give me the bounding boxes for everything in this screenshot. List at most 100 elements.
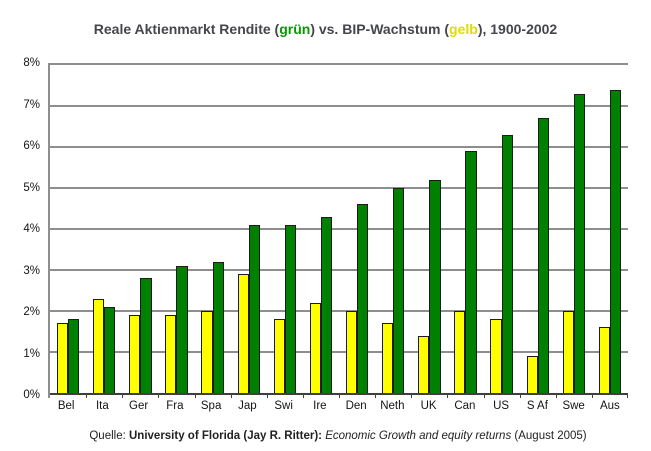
chart-title-green-word: grün: [279, 21, 311, 37]
gridline-5pct: [50, 187, 628, 189]
gridline-7pct: [50, 105, 628, 107]
y-axis-labels: 0% 1% 2% 3% 4% 5% 6% 7% 8%: [0, 57, 44, 401]
bar-green-can: [465, 151, 477, 393]
bar-group-swi: [267, 65, 303, 393]
x-axis-tick-7: [302, 393, 304, 398]
bar-yellow-aus: [598, 327, 610, 393]
bar-green-s-af: [537, 118, 549, 393]
bar-green-jap: [248, 224, 260, 393]
x-axis-tick-11: [447, 393, 449, 398]
x-axis-labels: Bel Ita Ger Fra Spa Jap Swi Ire Den Neth UK Can US S …: [48, 400, 628, 412]
bar-yellow-ger: [129, 315, 141, 393]
bar-group-ita: [86, 65, 122, 393]
bar-yellow-swe: [562, 311, 574, 393]
source-work-title: Economic Growth and equity returns: [325, 430, 512, 442]
bar-yellow-jap: [237, 274, 249, 393]
y-tick-label-6pct: 6%: [23, 140, 40, 152]
y-axis-extension: [48, 393, 50, 398]
bar-group-uk: [411, 65, 447, 393]
gridline-4pct: [50, 228, 628, 230]
x-tick-label-can: Can: [454, 400, 476, 412]
source-name: University of Florida (Jay R. Ritter):: [129, 430, 326, 442]
bar-group-s-af: [520, 65, 556, 393]
x-tick-label-ire: Ire: [313, 400, 327, 412]
x-tick-label-s-af: S Af: [526, 400, 548, 412]
bar-group-ger: [122, 65, 158, 393]
chart-title: Reale Aktienmarkt Rendite (grün) vs. BIP…: [0, 21, 651, 37]
bar-group-spa: [195, 65, 231, 393]
bar-yellow-fra: [165, 315, 177, 393]
y-tick-label-5pct: 5%: [23, 181, 40, 194]
y-tick-label-3pct: 3%: [23, 264, 40, 277]
x-tick-label-neth: Neth: [380, 400, 405, 412]
x-tick-label-jap: Jap: [238, 400, 257, 412]
bar-green-neth: [393, 188, 405, 393]
x-tick-label-fra: Fra: [166, 400, 184, 412]
x-axis-tick-16: [627, 393, 628, 398]
x-axis-tick-2: [122, 393, 124, 398]
chart-title-part3: ), 1900-2002: [477, 21, 558, 37]
x-tick-label-aus: Aus: [599, 400, 620, 412]
bar-green-swi: [284, 224, 296, 393]
bar-yellow-swi: [273, 319, 285, 393]
x-tick-label-den: Den: [345, 400, 367, 412]
x-axis-tick-4: [194, 393, 196, 398]
x-axis-tick-13: [519, 393, 521, 398]
bar-yellow-can: [454, 311, 466, 393]
bar-green-spa: [212, 261, 224, 393]
chart-title-part1: Reale Aktienmarkt Rendite (: [93, 21, 280, 37]
bar-group-neth: [375, 65, 411, 393]
x-axis-tick-10: [411, 393, 413, 398]
bar-green-bel: [68, 319, 80, 393]
x-axis-tick-14: [555, 393, 557, 398]
bar-green-ire: [320, 216, 333, 393]
x-tick-label-ger: Ger: [129, 400, 149, 412]
x-tick-label-bel: Bel: [57, 400, 75, 412]
y-tick-label-8pct: 8%: [23, 57, 40, 69]
source-note: Quelle: University of Florida (Jay R. Ri…: [48, 430, 628, 442]
gridline-2pct: [50, 310, 628, 312]
bar-yellow-ita: [93, 298, 105, 393]
bar-group-den: [339, 65, 375, 393]
bar-yellow-bel: [56, 323, 69, 393]
x-axis-tick-15: [591, 393, 593, 398]
bar-group-jap: [231, 65, 267, 393]
bar-yellow-neth: [382, 323, 394, 393]
y-tick-label-4pct: 4%: [23, 223, 40, 235]
bar-group-ire: [303, 65, 339, 393]
bar-group-bel: [50, 65, 86, 393]
x-axis-tick-5: [230, 393, 232, 398]
x-axis-tick-12: [483, 393, 485, 398]
x-tick-label-ita: Ita: [95, 400, 109, 412]
x-tick-label-uk: UK: [420, 400, 437, 412]
y-tick-label-2pct: 2%: [23, 306, 40, 318]
bar-yellow-uk: [418, 335, 430, 393]
bar-green-uk: [429, 179, 441, 393]
bar-green-ita: [104, 306, 116, 393]
bar-yellow-den: [345, 311, 358, 393]
bar-group-can: [447, 65, 483, 393]
gridline-6pct: [50, 146, 628, 148]
x-axis-tick-3: [158, 393, 160, 398]
bar-group-swe: [556, 65, 592, 393]
gridline-1pct: [50, 351, 628, 353]
bar-green-us: [501, 134, 513, 393]
x-axis-tick-1: [86, 393, 88, 398]
bar-green-den: [357, 204, 369, 393]
bar-yellow-s-af: [526, 356, 538, 393]
x-tick-label-us: US: [493, 400, 510, 412]
chart-title-part2: ) vs. BIP-Wachstum (: [310, 21, 450, 37]
bar-group-fra: [158, 65, 194, 393]
bar-green-aus: [609, 89, 622, 393]
x-axis-tick-8: [339, 393, 340, 398]
x-axis-tick-6: [266, 393, 268, 398]
bar-yellow-us: [490, 319, 502, 393]
bar-group-us: [484, 65, 520, 393]
bar-green-ger: [140, 278, 152, 393]
bar-green-swe: [573, 93, 585, 393]
bar-yellow-spa: [201, 311, 213, 393]
x-axis-tick-9: [375, 393, 377, 398]
source-date: (August 2005): [511, 430, 587, 442]
chart-title-yellow-word: gelb: [449, 21, 478, 37]
